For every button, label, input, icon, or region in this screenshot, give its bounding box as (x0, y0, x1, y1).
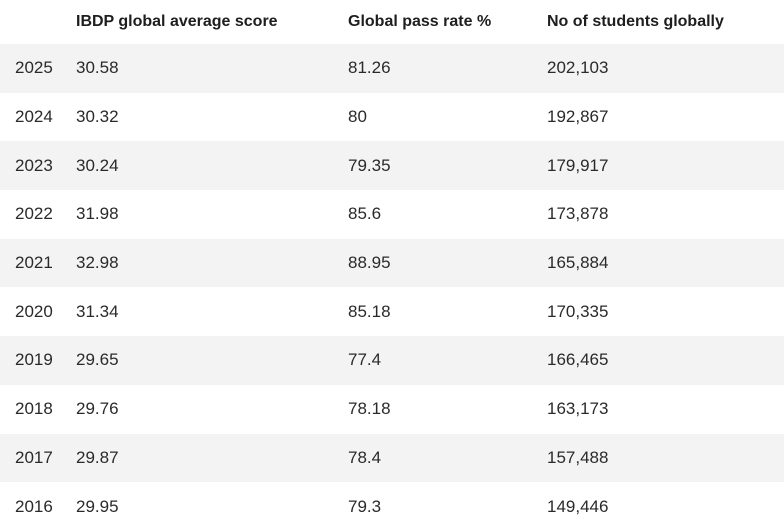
cell-students: 202,103 (547, 44, 784, 93)
cell-year: 2022 (0, 190, 76, 239)
cell-pass-rate: 85.6 (348, 190, 547, 239)
cell-average-score: 29.95 (76, 482, 348, 531)
cell-students: 173,878 (547, 190, 784, 239)
cell-pass-rate: 78.18 (348, 384, 547, 434)
cell-year: 2018 (0, 384, 76, 434)
cell-pass-rate: 88.95 (348, 238, 547, 288)
cell-year: 2020 (0, 287, 76, 337)
table-row: 2023 30.24 79.35 179,917 (0, 141, 784, 191)
cell-students: 170,335 (547, 287, 784, 337)
cell-year: 2025 (0, 44, 76, 93)
table-row: 2021 32.98 88.95 165,884 (0, 238, 784, 288)
cell-average-score: 29.87 (76, 433, 348, 483)
table-row: 2016 29.95 79.3 149,446 (0, 482, 784, 531)
table-row: 2019 29.65 77.4 166,465 (0, 336, 784, 385)
cell-year: 2019 (0, 336, 76, 385)
cell-students: 166,465 (547, 336, 784, 385)
cell-average-score: 29.65 (76, 336, 348, 385)
cell-year: 2023 (0, 141, 76, 191)
cell-year: 2017 (0, 433, 76, 483)
cell-students: 149,446 (547, 482, 784, 531)
cell-students: 157,488 (547, 433, 784, 483)
table-header-row: IBDP global average score Global pass ra… (0, 0, 784, 44)
cell-pass-rate: 85.18 (348, 287, 547, 337)
header-year (0, 0, 76, 44)
cell-pass-rate: 78.4 (348, 433, 547, 483)
cell-students: 179,917 (547, 141, 784, 191)
cell-pass-rate: 80 (348, 92, 547, 142)
cell-students: 163,173 (547, 384, 784, 434)
cell-pass-rate: 81.26 (348, 44, 547, 93)
table-row: 2017 29.87 78.4 157,488 (0, 433, 784, 483)
cell-average-score: 30.24 (76, 141, 348, 191)
cell-year: 2021 (0, 238, 76, 288)
cell-average-score: 31.34 (76, 287, 348, 337)
header-students: No of students globally (547, 0, 784, 44)
cell-students: 165,884 (547, 238, 784, 288)
cell-average-score: 32.98 (76, 238, 348, 288)
cell-pass-rate: 77.4 (348, 336, 547, 385)
table-row: 2018 29.76 78.18 163,173 (0, 384, 784, 434)
header-average-score: IBDP global average score (76, 0, 348, 44)
table-row: 2020 31.34 85.18 170,335 (0, 287, 784, 337)
cell-students: 192,867 (547, 92, 784, 142)
cell-average-score: 29.76 (76, 384, 348, 434)
table-row: 2024 30.32 80 192,867 (0, 92, 784, 142)
cell-average-score: 30.32 (76, 92, 348, 142)
cell-average-score: 31.98 (76, 190, 348, 239)
cell-year: 2024 (0, 92, 76, 142)
cell-pass-rate: 79.3 (348, 482, 547, 531)
table-row: 2025 30.58 81.26 202,103 (0, 44, 784, 93)
cell-year: 2016 (0, 482, 76, 531)
cell-pass-rate: 79.35 (348, 141, 547, 191)
header-pass-rate: Global pass rate % (348, 0, 547, 44)
table-row: 2022 31.98 85.6 173,878 (0, 190, 784, 239)
cell-average-score: 30.58 (76, 44, 348, 93)
